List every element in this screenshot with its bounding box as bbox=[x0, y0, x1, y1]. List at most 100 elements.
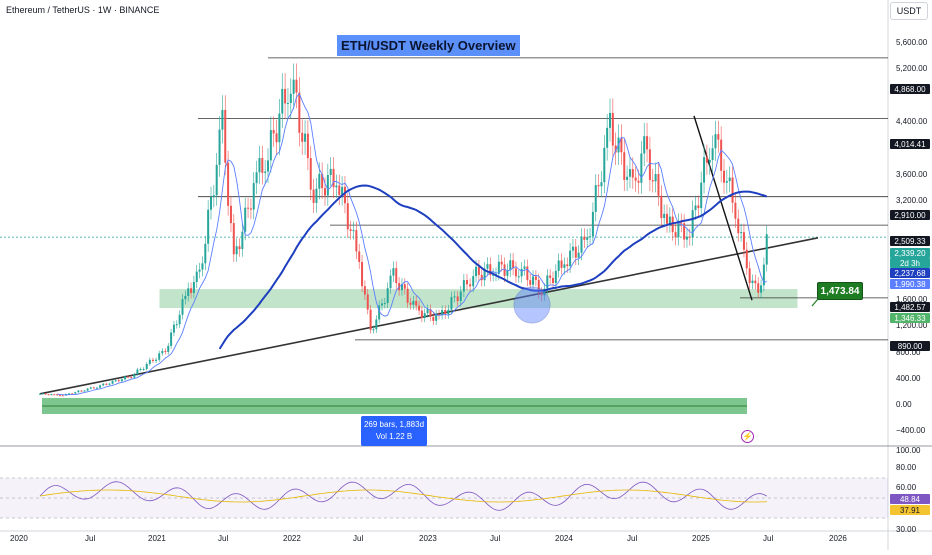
candle-body bbox=[703, 157, 706, 183]
candle-body bbox=[142, 368, 145, 370]
time-tick-label: 2023 bbox=[419, 534, 437, 543]
candle-body bbox=[731, 177, 734, 203]
candle-body bbox=[133, 374, 136, 378]
candle-body bbox=[671, 216, 674, 233]
candle-body bbox=[477, 266, 480, 275]
rsi-tick-label: 30.00 bbox=[896, 525, 917, 534]
candle-body bbox=[306, 133, 309, 159]
candle-body bbox=[711, 148, 714, 161]
candle-body bbox=[389, 275, 392, 289]
candle-body bbox=[117, 380, 120, 382]
candle-body bbox=[264, 171, 267, 173]
candle-body bbox=[489, 264, 492, 276]
price-tick-label: 0.00 bbox=[896, 400, 912, 409]
candle-body bbox=[198, 269, 201, 272]
candle-body bbox=[381, 303, 383, 306]
candle-body bbox=[366, 294, 369, 310]
candle-body bbox=[312, 189, 315, 203]
price-tick-label: 4,400.00 bbox=[896, 117, 928, 126]
candle-body bbox=[637, 180, 640, 183]
price-axis-tag: 1,482.57 bbox=[890, 302, 930, 312]
flash-icon[interactable]: ⚡ bbox=[741, 430, 754, 443]
price-callout: 1,473.84 bbox=[817, 282, 863, 300]
candle-body bbox=[751, 280, 754, 283]
candle-body bbox=[677, 222, 680, 238]
candle-body bbox=[164, 350, 167, 352]
candle-body bbox=[255, 172, 258, 184]
candle-body bbox=[415, 300, 418, 306]
candle-body bbox=[745, 249, 748, 269]
candle-body bbox=[503, 264, 506, 276]
highlight-circle bbox=[513, 286, 551, 324]
candle-body bbox=[238, 246, 241, 250]
candle-body bbox=[127, 376, 130, 378]
candle-body bbox=[114, 380, 117, 382]
candle-body bbox=[597, 185, 600, 187]
candle-body bbox=[346, 203, 349, 230]
candle-body bbox=[688, 236, 691, 238]
symbol-title: Ethereum / TetherUS · 1W · BINANCE bbox=[6, 5, 160, 15]
candle-body bbox=[483, 268, 486, 281]
candle-body bbox=[600, 182, 603, 187]
candle-body bbox=[241, 231, 244, 250]
candle-body bbox=[178, 314, 181, 325]
candle-body bbox=[204, 243, 207, 264]
candle-body bbox=[212, 195, 215, 197]
candle-body bbox=[623, 152, 626, 180]
candle-body bbox=[252, 183, 255, 210]
candle-body bbox=[606, 127, 609, 148]
candle-body bbox=[728, 177, 731, 182]
rsi-axis-tag: 37.91 bbox=[890, 505, 930, 515]
candle-body bbox=[674, 232, 677, 238]
descending-trend-line bbox=[693, 115, 753, 301]
candle-body bbox=[235, 246, 238, 255]
candle-body bbox=[326, 175, 329, 196]
time-tick-label: Jul bbox=[218, 534, 229, 543]
candle-body bbox=[289, 93, 292, 104]
candle-body bbox=[685, 236, 688, 240]
price-axis-tag: 2,237.68 bbox=[890, 268, 930, 278]
candle-body bbox=[691, 210, 694, 238]
candle-body bbox=[475, 266, 478, 277]
candle-body bbox=[369, 309, 372, 330]
price-axis-tag: 1,346.33 bbox=[890, 313, 930, 323]
candle-body bbox=[269, 130, 272, 161]
candle-body bbox=[403, 284, 406, 289]
candle-body bbox=[583, 236, 586, 240]
candle-body bbox=[83, 390, 86, 392]
candle-body bbox=[441, 309, 444, 316]
candle-body bbox=[554, 270, 557, 284]
candle-body bbox=[286, 103, 289, 105]
candle-body bbox=[89, 387, 92, 389]
candle-body bbox=[409, 302, 412, 305]
candle-body bbox=[663, 213, 666, 219]
candle-body bbox=[705, 157, 708, 163]
candle-body bbox=[275, 133, 278, 143]
candle-body bbox=[577, 252, 580, 258]
candle-body bbox=[654, 174, 657, 182]
candle-body bbox=[512, 260, 515, 269]
price-axis-tag: 4,868.00 bbox=[890, 84, 930, 94]
candle-body bbox=[683, 223, 686, 240]
range-volume-label: Vol 1.22 B bbox=[375, 432, 413, 441]
candle-body bbox=[395, 268, 398, 284]
price-tick-label: 3,200.00 bbox=[896, 196, 928, 205]
rsi-tick-label: 100.00 bbox=[896, 446, 921, 455]
rsi-line bbox=[39, 481, 767, 511]
currency-selector[interactable]: USDT bbox=[890, 2, 928, 20]
ma-slow-line bbox=[218, 184, 768, 350]
candle-body bbox=[438, 314, 440, 316]
candle-body bbox=[591, 211, 594, 237]
candle-body bbox=[412, 300, 415, 305]
candle-body bbox=[586, 237, 589, 240]
candle-body bbox=[105, 383, 108, 385]
candle-body bbox=[281, 88, 284, 114]
candle-body bbox=[614, 145, 617, 153]
price-axis-tag: 2,509.33 bbox=[890, 236, 930, 246]
candle-body bbox=[41, 393, 44, 395]
candle-body bbox=[92, 387, 95, 389]
candle-body bbox=[247, 207, 250, 209]
candle-body bbox=[61, 395, 64, 397]
